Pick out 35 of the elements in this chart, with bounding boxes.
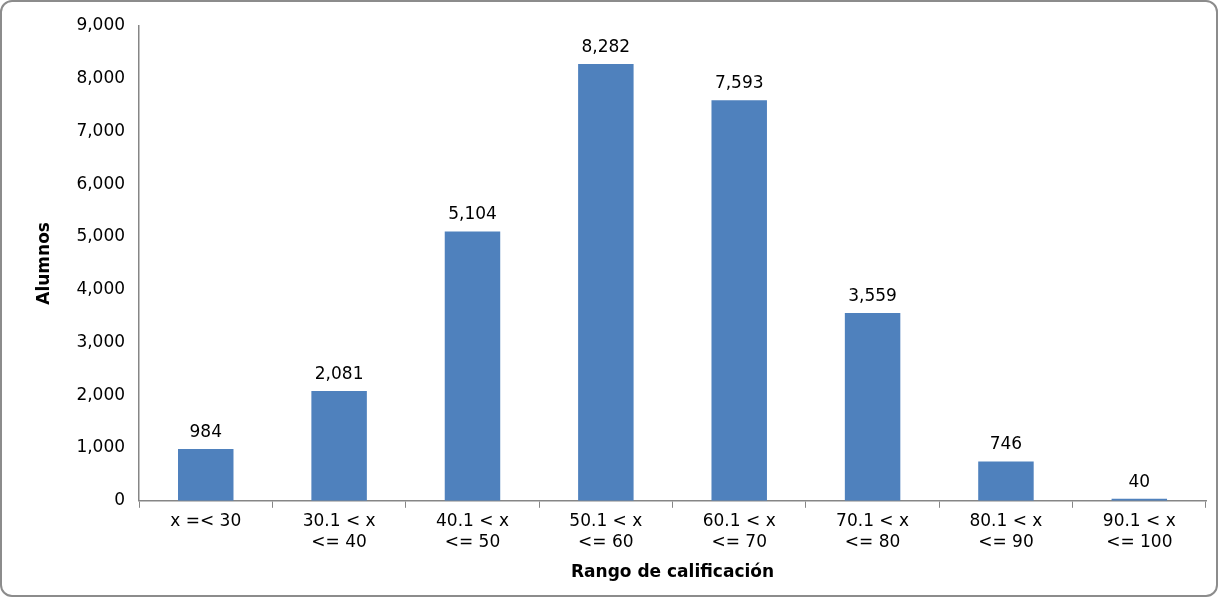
y-tick-label: 1,000 (76, 436, 126, 457)
data-label: 984 (189, 420, 222, 441)
data-label: 5,104 (448, 203, 497, 224)
y-tick-label: 7,000 (76, 119, 126, 140)
bar (178, 448, 234, 501)
data-label: 40 (1128, 470, 1151, 491)
y-tick-label: 8,000 (76, 67, 126, 88)
data-label: 3,559 (848, 284, 897, 305)
y-tick-label: 3,000 (76, 330, 126, 351)
x-tick-label: 70.1 < x <= 80 (836, 510, 910, 551)
data-label: 8,282 (581, 35, 631, 56)
bar (844, 313, 901, 501)
y-tick-label: 0 (114, 489, 126, 510)
bar (711, 100, 767, 501)
x-tick-label: 90.1 < x <= 100 (1102, 510, 1176, 551)
data-label: 7,593 (714, 72, 764, 93)
bar (311, 391, 367, 501)
bar (444, 231, 501, 501)
x-tick-label: 50.1 < x <= 60 (569, 510, 643, 551)
y-axis-title: Alumnos (32, 222, 53, 305)
x-tick-label: 60.1 < x <= 70 (702, 510, 776, 551)
y-tick-label: 6,000 (76, 172, 126, 193)
data-label: 2,081 (314, 362, 364, 383)
y-tick-label: 9,000 (76, 14, 126, 35)
data-label: 746 (989, 433, 1023, 454)
y-tick-label: 2,000 (76, 383, 126, 404)
bar (978, 461, 1034, 501)
y-tick-label: 4,000 (76, 278, 126, 299)
x-tick-label: x =< 30 (170, 510, 242, 531)
bar (578, 63, 634, 501)
x-tick-label: 40.1 < x <= 50 (436, 510, 509, 551)
x-axis-title: Rango de calificación (570, 561, 775, 582)
x-tick-label: 80.1 < x <= 90 (969, 510, 1043, 551)
y-tick-label: 5,000 (76, 225, 126, 246)
x-tick-label: 30.1 < x <= 40 (302, 510, 376, 551)
